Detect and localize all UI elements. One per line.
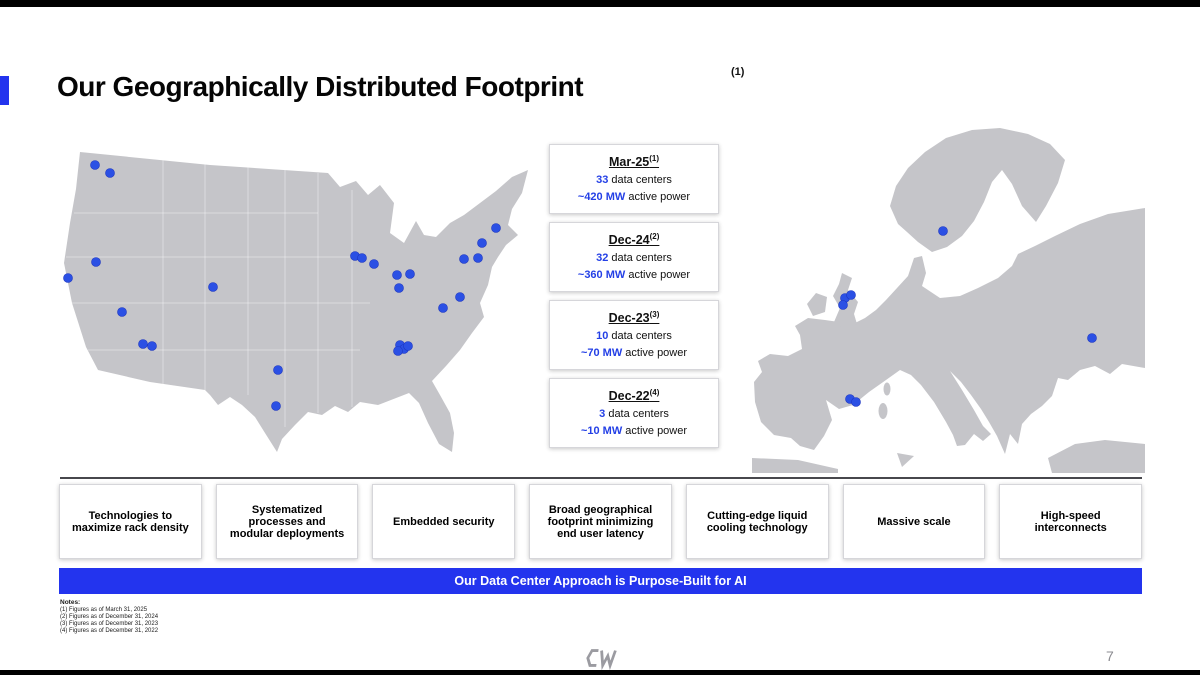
datacenter-dot xyxy=(459,254,469,264)
datacenter-dot xyxy=(938,226,948,236)
datacenter-dot xyxy=(491,223,501,233)
datacenter-dot xyxy=(838,300,848,310)
title-accent-bar xyxy=(0,76,9,105)
datacenter-dot xyxy=(369,259,379,269)
stat-power: ~10 MW active power xyxy=(580,425,688,438)
feature-box-geographical-footprint: Broad geographical footprint minimizing … xyxy=(529,484,672,559)
us-map xyxy=(63,152,528,452)
datacenter-dot xyxy=(273,365,283,375)
datacenter-dot xyxy=(147,341,157,351)
datacenter-dot xyxy=(138,339,148,349)
footnote-item: (2) Figures as of December 31, 2024 xyxy=(60,614,159,620)
stat-box-dec23: Dec-23(3) 10 data centers ~70 MW active … xyxy=(549,300,719,370)
stat-power: ~70 MW active power xyxy=(580,347,688,360)
footnotes: Notes: (1) Figures as of March 31, 2025 … xyxy=(60,599,158,635)
stat-count: 3 data centers xyxy=(599,408,669,421)
datacenter-dot xyxy=(405,269,415,279)
datacenter-dot xyxy=(392,270,402,280)
datacenter-dot xyxy=(477,238,487,248)
ireland-landmass xyxy=(807,293,827,316)
feature-label: Embedded security xyxy=(393,515,495,528)
datacenter-dot xyxy=(455,292,465,302)
page-number: 7 xyxy=(1106,648,1114,664)
section-divider xyxy=(60,477,1142,479)
feature-box-rack-density: Technologies to maximize rack density xyxy=(59,484,202,559)
stat-period: Dec-24(2) xyxy=(608,232,660,248)
datacenter-dot xyxy=(90,160,100,170)
feature-label: Technologies to maximize rack density xyxy=(71,509,189,534)
feature-row: Technologies to maximize rack density Sy… xyxy=(59,484,1143,559)
feature-box-massive-scale: Massive scale xyxy=(842,484,986,559)
footnote-item: (4) Figures as of December 31, 2022 xyxy=(60,628,159,634)
north-africa-sliver xyxy=(752,458,838,473)
stat-box-mar25: Mar-25(1) 33 data centers ~420 MW active… xyxy=(549,144,719,214)
datacenter-dot xyxy=(1087,333,1097,343)
footnote-item: (1) Figures as of March 31, 2025 xyxy=(60,607,148,613)
feature-label: Systematized processes and modular deplo… xyxy=(229,503,345,540)
datacenter-dot xyxy=(91,257,101,267)
datacenter-dot xyxy=(851,397,861,407)
datacenter-dot xyxy=(208,282,218,292)
top-border-bar xyxy=(0,0,1200,7)
stat-box-dec24: Dec-24(2) 32 data centers ~360 MW active… xyxy=(549,222,719,292)
stat-power: ~360 MW active power xyxy=(577,269,691,282)
datacenter-dot xyxy=(117,307,127,317)
anatolia-landmass xyxy=(1048,440,1145,473)
purpose-built-banner: Our Data Center Approach is Purpose-Buil… xyxy=(59,568,1142,594)
page-title: Our Geographically Distributed Footprint xyxy=(57,71,584,102)
datacenter-dot xyxy=(394,283,404,293)
coreweave-logo xyxy=(586,649,617,670)
datacenter-dot xyxy=(271,401,281,411)
stat-period: Dec-22(4) xyxy=(608,388,660,404)
stat-box-dec22: Dec-22(4) 3 data centers ~10 MW active p… xyxy=(549,378,719,448)
stat-count: 10 data centers xyxy=(596,330,672,343)
footnotes-heading: Notes: xyxy=(60,599,81,606)
europe-map xyxy=(752,128,1145,473)
datacenter-dot xyxy=(105,168,115,178)
bottom-border-bar xyxy=(0,670,1200,675)
sardinia-island xyxy=(878,403,888,419)
stat-period: Mar-25(1) xyxy=(608,154,660,170)
feature-label: Broad geographical footprint minimizing … xyxy=(547,503,654,540)
datacenter-dot xyxy=(393,346,403,356)
feature-box-interconnects: High-speed interconnects xyxy=(999,484,1143,559)
datacenter-dot xyxy=(473,253,483,263)
datacenter-dot xyxy=(438,303,448,313)
sicily-island xyxy=(897,453,914,467)
corsica-island xyxy=(883,382,891,396)
stat-power: ~420 MW active power xyxy=(577,191,691,204)
datacenter-dot xyxy=(357,253,367,263)
feature-label: Massive scale xyxy=(877,515,951,528)
feature-box-embedded-security: Embedded security xyxy=(372,484,516,559)
stat-count: 32 data centers xyxy=(596,252,672,265)
europe-datacenter-dots xyxy=(838,226,1097,407)
feature-label: High-speed interconnects xyxy=(1034,509,1107,534)
us-landmass xyxy=(64,152,528,452)
datacenter-dot xyxy=(846,290,856,300)
feature-label: Cutting-edge liquid cooling technology xyxy=(706,509,808,534)
state-borders xyxy=(66,155,370,427)
feature-box-liquid-cooling: Cutting-edge liquid cooling technology xyxy=(685,484,829,559)
europe-mainland xyxy=(754,208,1145,454)
scandinavia-landmass xyxy=(890,128,1065,252)
stat-count: 33 data centers xyxy=(596,174,672,187)
datacenter-dot xyxy=(403,341,413,351)
title-footnote: (1) xyxy=(731,66,745,78)
datacenter-dot xyxy=(63,273,73,283)
stat-period: Dec-23(3) xyxy=(608,310,660,326)
feature-box-systematized-processes: Systematized processes and modular deplo… xyxy=(215,484,359,559)
us-datacenter-dots xyxy=(63,160,501,411)
stats-column: Mar-25(1) 33 data centers ~420 MW active… xyxy=(549,144,719,448)
footnote-item: (3) Figures as of December 31, 2023 xyxy=(60,621,159,627)
